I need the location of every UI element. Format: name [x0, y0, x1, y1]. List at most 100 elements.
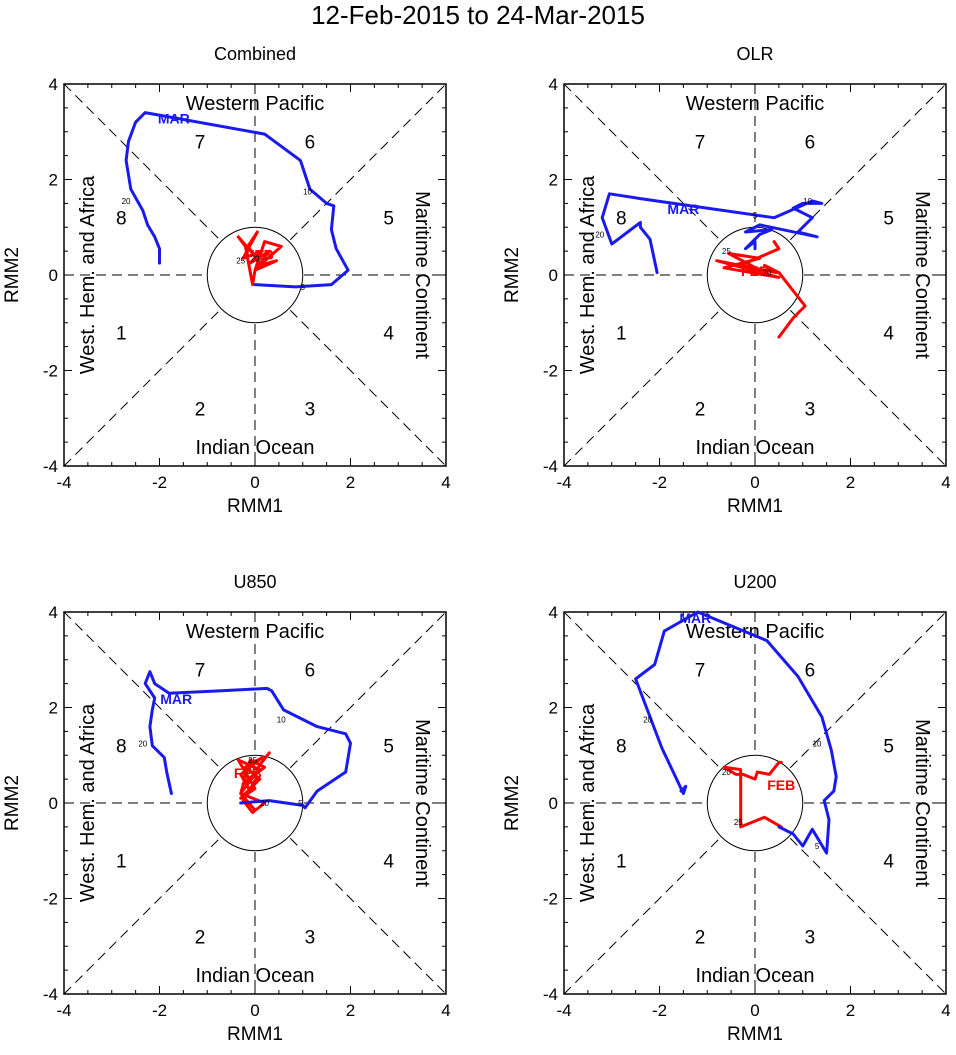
- y-axis-label: RMM2: [2, 247, 23, 303]
- x-tick-label: -2: [152, 1001, 167, 1020]
- trajectory-mar: [143, 670, 352, 810]
- panel-title: OLR: [736, 44, 773, 64]
- panel-title: U200: [733, 572, 776, 592]
- x-tick-label: 2: [846, 1001, 855, 1020]
- day-marker: 10: [303, 187, 312, 196]
- region-label-bottom: Indian Ocean: [696, 437, 815, 459]
- x-axis-label: RMM1: [227, 496, 283, 517]
- phase-number-7: 7: [195, 132, 206, 153]
- phase-number-6: 6: [305, 132, 316, 153]
- panel-olr: OLR -4 -2 0 2 4 -4 -2 0 2 4 RMM1 RMM2 Western Pacific…: [502, 44, 951, 517]
- phase-divider-diagonal: [63, 611, 447, 995]
- day-marker: 25: [722, 247, 731, 256]
- trajectory-mar: [600, 192, 824, 275]
- y-tick-label: 0: [49, 794, 58, 813]
- x-tick-label: 2: [846, 473, 855, 492]
- trajectory-feb: [722, 760, 783, 829]
- series-label-mar: MAR: [158, 110, 190, 126]
- phase-number-7: 7: [695, 660, 706, 681]
- region-label-right: Maritime Continent: [911, 191, 933, 359]
- y-tick-label: -2: [543, 890, 558, 909]
- phase-divider-diagonal: [63, 83, 447, 467]
- phase-number-6: 6: [305, 660, 316, 681]
- region-label-bottom: Indian Ocean: [196, 965, 315, 987]
- day-marker: 25: [236, 257, 245, 266]
- day-marker: 20: [251, 254, 260, 263]
- trajectory-feb: [236, 230, 283, 287]
- phase-number-1: 1: [116, 323, 127, 344]
- phase-number-8: 8: [116, 209, 127, 230]
- x-tick-label: 0: [250, 473, 259, 492]
- phase-number-2: 2: [695, 928, 706, 949]
- phase-number-5: 5: [383, 737, 394, 758]
- y-tick-label: 4: [49, 75, 58, 94]
- y-axis-label: RMM2: [502, 247, 523, 303]
- x-tick-label: 4: [441, 1001, 450, 1020]
- phase-number-4: 4: [883, 323, 894, 344]
- day-marker: 20: [260, 799, 269, 808]
- phase-number-2: 2: [695, 400, 706, 421]
- x-axis-label: RMM1: [227, 1024, 283, 1045]
- y-tick-label: 4: [549, 603, 558, 622]
- day-marker: 5: [301, 283, 306, 292]
- day-marker: 20: [138, 739, 147, 748]
- trajectory-feb: [715, 240, 807, 339]
- y-tick-label: -4: [43, 457, 58, 476]
- trajectory-feb: [236, 751, 271, 814]
- region-label-bottom: Indian Ocean: [696, 965, 815, 987]
- phase-number-4: 4: [883, 851, 894, 872]
- region-label-left: West. Hem. and Africa: [77, 703, 99, 902]
- phase-number-2: 2: [195, 400, 206, 421]
- day-marker: 20: [595, 230, 604, 239]
- region-label-bottom: Indian Ocean: [196, 437, 315, 459]
- series-label-feb: FEB: [234, 765, 262, 781]
- x-tick-label: 2: [346, 1001, 355, 1020]
- phase-number-8: 8: [116, 737, 127, 758]
- y-tick-label: 0: [49, 266, 58, 285]
- y-tick-label: 0: [549, 266, 558, 285]
- phase-number-3: 3: [305, 400, 316, 421]
- y-axis-label: RMM2: [502, 775, 523, 831]
- region-label-right: Maritime Continent: [411, 719, 433, 887]
- trajectory-mar: [634, 610, 838, 855]
- series-label-mar: MAR: [667, 201, 699, 217]
- x-tick-label: -4: [56, 1001, 71, 1020]
- phase-number-1: 1: [616, 851, 627, 872]
- x-tick-label: -2: [152, 473, 167, 492]
- y-tick-label: -4: [543, 985, 558, 1004]
- y-tick-label: -4: [43, 985, 58, 1004]
- y-tick-label: 0: [549, 794, 558, 813]
- phase-number-4: 4: [383, 851, 394, 872]
- phase-number-3: 3: [805, 928, 816, 949]
- phase-number-5: 5: [383, 209, 394, 230]
- x-tick-label: 0: [750, 1001, 759, 1020]
- day-marker: 20: [643, 715, 652, 724]
- panel-title: Combined: [214, 44, 296, 64]
- y-tick-label: 2: [549, 171, 558, 190]
- x-axis-label: RMM1: [727, 1024, 783, 1045]
- region-label-top: Western Pacific: [686, 621, 825, 643]
- phase-number-4: 4: [383, 323, 394, 344]
- panel-combined: Combined -4 -2 0 2 4 -4 -2 0 2 4 RMM1 RMM2 Western Pa…: [2, 44, 451, 517]
- x-tick-label: -2: [652, 473, 667, 492]
- region-label-right: Maritime Continent: [411, 191, 433, 359]
- panel-title: U850: [233, 572, 276, 592]
- x-tick-label: 0: [750, 473, 759, 492]
- y-tick-label: 2: [49, 171, 58, 190]
- day-marker: 25: [734, 818, 743, 827]
- phase-number-7: 7: [195, 660, 206, 681]
- phase-divider-diagonal: [563, 611, 947, 995]
- figure-title: 12-Feb-2015 to 24-Mar-2015: [311, 0, 645, 30]
- y-axis-label: RMM2: [2, 775, 23, 831]
- series-label-mar: MAR: [679, 610, 711, 626]
- x-tick-label: 4: [941, 1001, 950, 1020]
- day-marker: 5: [298, 799, 303, 808]
- day-marker: 10: [803, 197, 812, 206]
- phase-number-8: 8: [616, 737, 627, 758]
- x-tick-label: -4: [56, 473, 71, 492]
- phase-number-1: 1: [616, 323, 627, 344]
- phase-number-7: 7: [695, 132, 706, 153]
- phase-divider-diagonal: [563, 611, 947, 995]
- y-tick-label: -2: [43, 890, 58, 909]
